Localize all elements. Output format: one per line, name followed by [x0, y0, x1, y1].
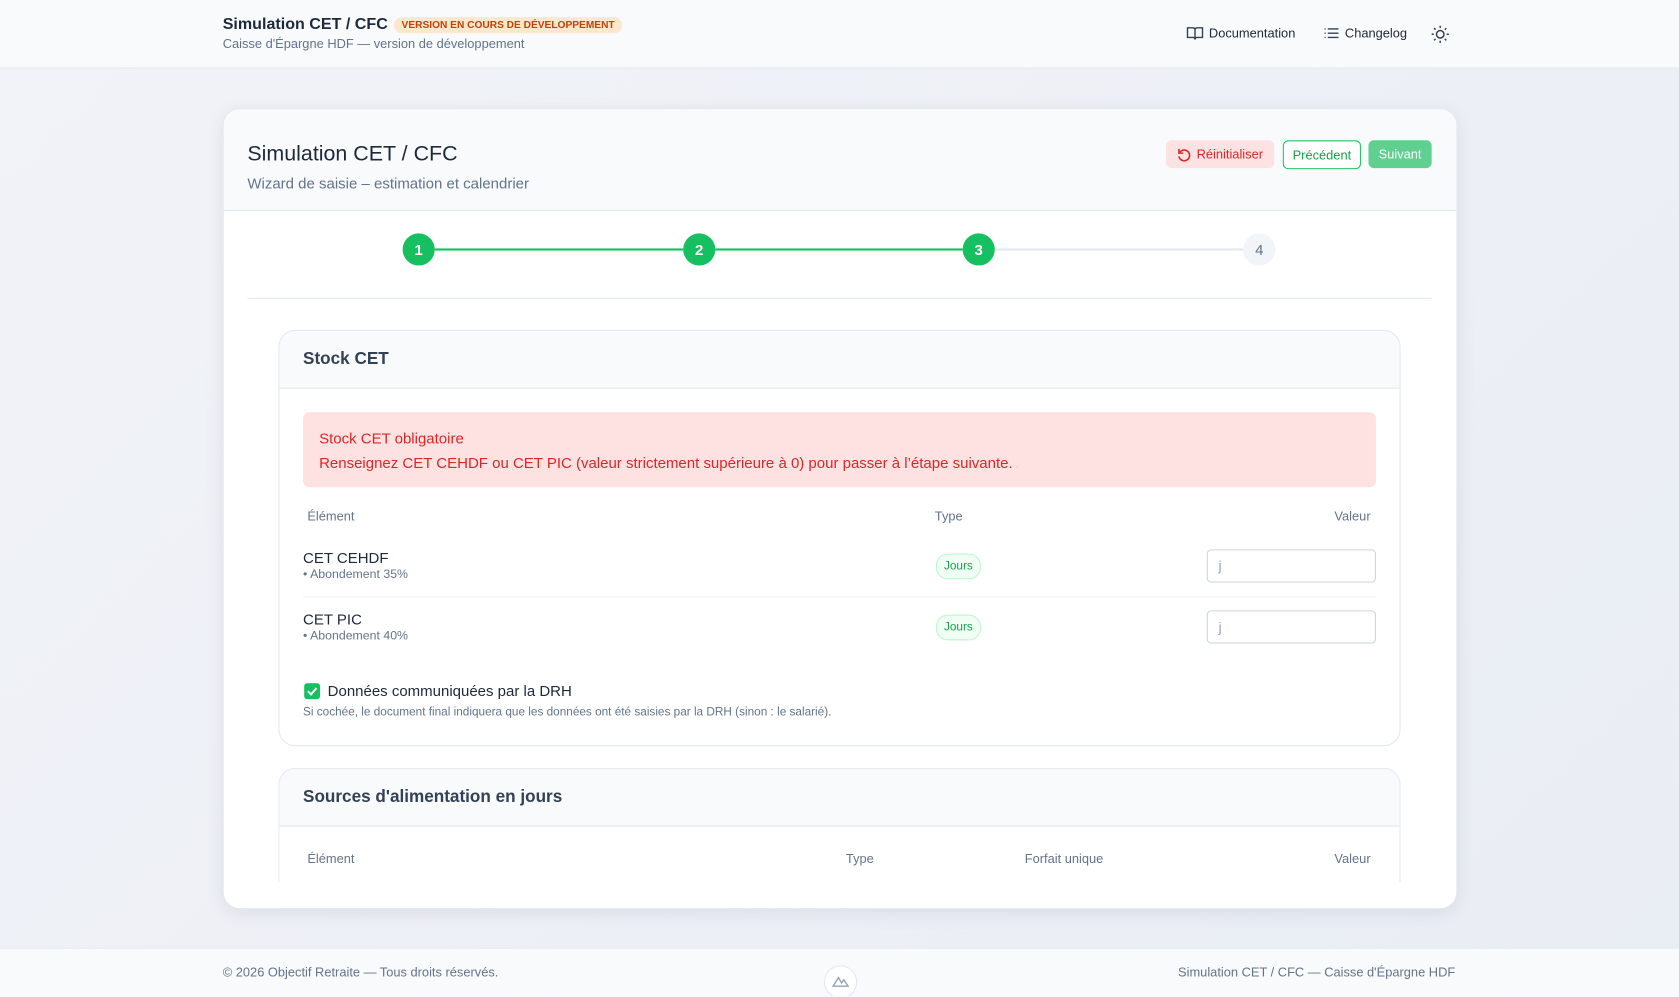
step-connector — [715, 248, 963, 251]
previous-button[interactable]: Précédent — [1282, 140, 1361, 170]
app-subtitle: Caisse d'Épargne HDF — version de dévelo… — [222, 36, 525, 52]
step: 2 — [683, 233, 716, 266]
step: 3 — [962, 233, 995, 266]
next-button[interactable]: Suivant — [1368, 140, 1432, 169]
column-header: Élément — [307, 508, 355, 524]
book-icon — [1186, 27, 1204, 40]
list-icon — [1324, 28, 1339, 39]
column-header: Type — [845, 851, 874, 867]
row-label: CET PIC — [303, 610, 362, 628]
column-header: Élément — [307, 851, 355, 867]
alert-text: Renseignez CET CEHDF ou CET PIC (valeur … — [319, 454, 1013, 472]
column-header: Forfait unique — [1024, 851, 1104, 867]
theme-toggle[interactable] — [1431, 25, 1450, 44]
nav-link[interactable]: Changelog — [1344, 25, 1408, 41]
value-input[interactable]: j — [1206, 549, 1376, 583]
column-header: Valeur — [1334, 851, 1371, 867]
section-title: Stock CET — [279, 330, 1400, 389]
row-note: • Abondement 40% — [303, 629, 408, 643]
button-label: Réinitialiser — [1196, 146, 1264, 162]
checkbox-hint: Si cochée, le document final indiquera q… — [303, 705, 832, 719]
footer-logo — [823, 965, 858, 996]
value-input[interactable]: j — [1206, 610, 1376, 644]
divider — [247, 297, 1432, 299]
app-title: Simulation CET / CFC — [222, 14, 388, 34]
card-title: Simulation CET / CFC — [247, 142, 458, 166]
sources-section: Sources d'alimentation en jours — [278, 767, 1401, 883]
type-badge: Jours — [935, 614, 981, 641]
stock-section: Stock CET — [278, 329, 1401, 747]
row-label: CET CEHDF — [303, 549, 389, 567]
column-header: Type — [934, 508, 963, 524]
alert-title: Stock CET obligatoire — [319, 429, 464, 447]
checkbox-label[interactable]: Données communiquées par la DRH — [327, 682, 572, 700]
step-connector — [434, 248, 684, 251]
step-connector — [994, 248, 1244, 251]
section-title: Sources d'alimentation en jours — [279, 768, 1400, 827]
footer-right: Simulation CET / CFC — Caisse d'Épargne … — [1178, 964, 1456, 980]
row-divider — [303, 596, 1376, 598]
step: 4 — [1243, 233, 1276, 266]
dev-badge: VERSION EN COURS DE DÉVELOPPEMENT — [394, 17, 623, 34]
reset-button[interactable]: Réinitialiser — [1166, 140, 1275, 169]
top-bar — [0, 0, 1679, 69]
alert — [303, 412, 1376, 488]
step: 1 — [402, 233, 435, 266]
type-badge: Jours — [935, 553, 981, 580]
footer-left: © 2026 Objectif Retraite — Tous droits r… — [222, 964, 499, 980]
column-header: Valeur — [1334, 508, 1371, 524]
card-subtitle: Wizard de saisie – estimation et calendr… — [247, 174, 529, 192]
nav-link[interactable]: Documentation — [1208, 25, 1296, 41]
checkbox[interactable] — [304, 683, 321, 700]
row-note: • Abondement 35% — [303, 568, 408, 582]
